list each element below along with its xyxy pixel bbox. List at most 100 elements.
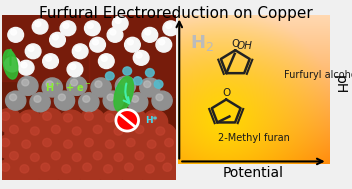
Circle shape [54,91,75,110]
Circle shape [165,138,174,147]
Circle shape [152,91,172,110]
Text: Furfuryl alcohol: Furfuryl alcohol [284,70,352,80]
Ellipse shape [114,76,133,112]
Circle shape [78,160,103,183]
Circle shape [75,46,81,51]
Circle shape [25,44,41,59]
Circle shape [22,140,31,148]
Circle shape [20,165,29,173]
Circle shape [93,152,102,160]
Circle shape [105,140,114,148]
Circle shape [119,79,126,86]
Circle shape [140,78,160,97]
Circle shape [17,110,42,134]
Circle shape [107,94,114,101]
Circle shape [0,135,21,159]
Circle shape [133,77,142,85]
Circle shape [84,112,93,120]
Circle shape [145,29,151,35]
Circle shape [10,152,18,160]
Circle shape [5,148,30,172]
Circle shape [0,108,21,132]
Circle shape [43,138,51,147]
Circle shape [116,85,125,93]
Circle shape [10,94,17,101]
Circle shape [59,110,84,134]
Text: 2-Methyl furan: 2-Methyl furan [218,132,289,143]
Text: H$^+$ + e$^-$: H$^+$ + e$^-$ [44,81,92,94]
Circle shape [127,93,148,112]
Circle shape [114,153,123,161]
Circle shape [26,150,51,173]
Circle shape [135,125,144,134]
Circle shape [35,21,41,27]
Text: Potential: Potential [222,166,283,180]
Circle shape [93,39,99,45]
Circle shape [101,136,126,160]
Circle shape [30,93,50,112]
Circle shape [87,23,93,29]
Circle shape [68,123,93,147]
Text: O: O [231,39,239,49]
Circle shape [93,125,102,134]
Circle shape [151,123,176,147]
Circle shape [60,21,76,36]
Circle shape [42,78,62,97]
Circle shape [101,56,107,61]
Circle shape [45,56,51,61]
Circle shape [28,46,34,51]
Text: H$_2$: H$_2$ [190,33,214,53]
Circle shape [5,122,30,145]
Circle shape [89,148,114,172]
Circle shape [46,81,53,88]
Circle shape [0,160,21,183]
Circle shape [80,135,105,159]
Circle shape [115,18,121,23]
Circle shape [132,96,139,102]
Circle shape [126,138,135,147]
Circle shape [158,160,183,183]
Circle shape [141,161,166,185]
Circle shape [163,163,172,171]
Circle shape [126,112,135,120]
Circle shape [64,140,73,148]
Circle shape [68,150,93,173]
Circle shape [125,37,140,52]
Circle shape [6,91,26,110]
Circle shape [63,23,69,29]
Circle shape [143,136,168,160]
Circle shape [36,160,61,183]
Circle shape [21,62,27,68]
Circle shape [83,96,90,102]
Circle shape [31,127,39,135]
Circle shape [127,39,133,45]
Circle shape [8,27,24,42]
Circle shape [95,81,102,88]
Circle shape [142,27,158,42]
Circle shape [99,161,124,185]
Circle shape [80,108,105,132]
Circle shape [105,114,114,122]
Circle shape [43,54,58,69]
Circle shape [91,78,111,97]
Circle shape [147,114,156,122]
Circle shape [18,60,34,75]
Circle shape [41,163,50,171]
Circle shape [17,136,42,160]
Circle shape [67,62,83,77]
Circle shape [51,152,60,160]
Circle shape [135,152,144,160]
Circle shape [156,37,172,52]
Circle shape [11,29,17,35]
Circle shape [114,127,123,135]
Circle shape [72,153,81,161]
Text: O: O [222,88,230,98]
Circle shape [1,112,10,120]
Circle shape [133,50,149,65]
Circle shape [115,76,136,95]
Circle shape [64,114,73,122]
Circle shape [145,165,154,173]
Circle shape [144,81,151,88]
Circle shape [84,138,93,147]
Circle shape [160,135,185,159]
